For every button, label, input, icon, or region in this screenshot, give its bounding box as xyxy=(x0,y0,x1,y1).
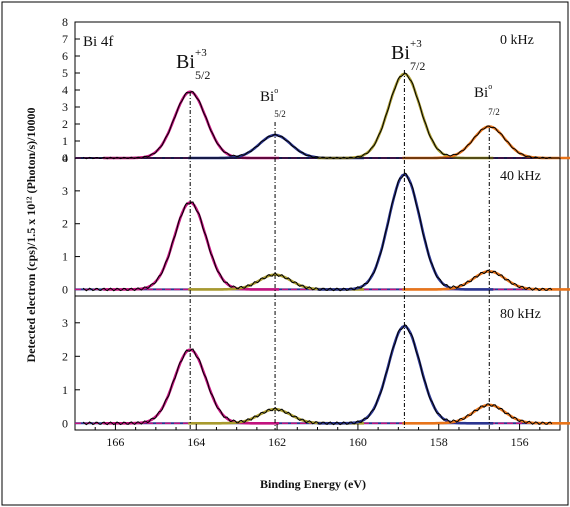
panel-3: 0 1 2 3 80 kHz xyxy=(62,295,570,431)
panel-2: 0 1 2 3 4 40 kHz xyxy=(62,151,570,297)
panel-frame xyxy=(74,157,561,297)
y-tick-label: 0 xyxy=(62,151,68,165)
y-tick-label: 5 xyxy=(62,66,68,80)
x-axis: 166 164 162 160 158 156 xyxy=(74,424,561,449)
annotation-sup: +3 xyxy=(195,47,207,59)
x-tick-label: 158 xyxy=(430,435,448,449)
measured-data xyxy=(82,172,553,292)
y-tick-label: 3 xyxy=(62,316,68,330)
annotation-sub: 7/2 xyxy=(488,107,500,117)
y-tick-label: 3 xyxy=(62,100,68,114)
peak-1-curve xyxy=(103,348,280,425)
annotation-main: Bi xyxy=(391,42,410,64)
x-tick-label: 166 xyxy=(106,435,124,449)
peak-4-curve xyxy=(402,403,570,425)
peak-2-curve xyxy=(188,273,364,291)
peak-annotations: Bi +35/2Bi o5/2Bi +37/2Bi o7/2 xyxy=(176,38,500,430)
annotation-sup: o xyxy=(488,82,492,91)
peak-3-curve xyxy=(317,324,494,425)
y-tick-label: 4 xyxy=(62,151,68,165)
y-tick-label: 1 xyxy=(62,383,68,397)
peak-1-curve xyxy=(103,201,280,291)
element-label: Bi 4f xyxy=(83,34,113,50)
y-tick-label: 4 xyxy=(62,83,68,97)
panel-frame xyxy=(74,295,561,431)
y-tick-label: 2 xyxy=(62,217,68,231)
peak-4-curve xyxy=(402,270,570,291)
annotation-sup: o xyxy=(274,86,278,95)
frequency-label: 0 kHz xyxy=(500,33,534,48)
y-tick-label: 6 xyxy=(62,49,68,63)
annotation-sub: 7/2 xyxy=(410,59,425,73)
peak-3-curve xyxy=(317,172,494,291)
annotation-main: Bi xyxy=(176,51,195,73)
annotation-main: Bi xyxy=(260,89,274,105)
y-tick-label: 2 xyxy=(62,117,68,131)
x-tick-label: 162 xyxy=(268,435,286,449)
x-tick-label: 160 xyxy=(349,435,367,449)
x-tick-label: 156 xyxy=(511,435,529,449)
y-axis-label: Detected electron (cps)/1.5 x 10¹² (Phot… xyxy=(24,108,38,363)
y-tick-label: 7 xyxy=(62,32,68,46)
y-tick-label: 0 xyxy=(62,282,68,296)
y-tick-label: 2 xyxy=(62,349,68,363)
measured-data xyxy=(82,72,553,160)
x-tick-label: 164 xyxy=(187,435,205,449)
annotation-sup: +3 xyxy=(410,38,422,50)
peak-2-curve xyxy=(188,407,364,425)
frequency-label: 80 kHz xyxy=(500,307,541,322)
annotation-sub: 5/2 xyxy=(274,109,286,119)
y-tick-label: 3 xyxy=(62,184,68,198)
annotation-main: Bi xyxy=(474,85,488,101)
frequency-label: 40 kHz xyxy=(500,169,541,184)
x-axis-label: Binding Energy (eV) xyxy=(260,477,366,491)
measured-data xyxy=(82,324,553,426)
y-tick-label: 8 xyxy=(62,15,68,29)
annotation-sub: 5/2 xyxy=(195,68,210,82)
y-tick-label: 1 xyxy=(62,250,68,264)
y-tick-label: 0 xyxy=(62,416,68,430)
panel-1: 0 1 2 3 4 5 6 7 8 0 kHz Bi 4f xyxy=(62,15,570,165)
y-tick-label: 1 xyxy=(62,134,68,148)
